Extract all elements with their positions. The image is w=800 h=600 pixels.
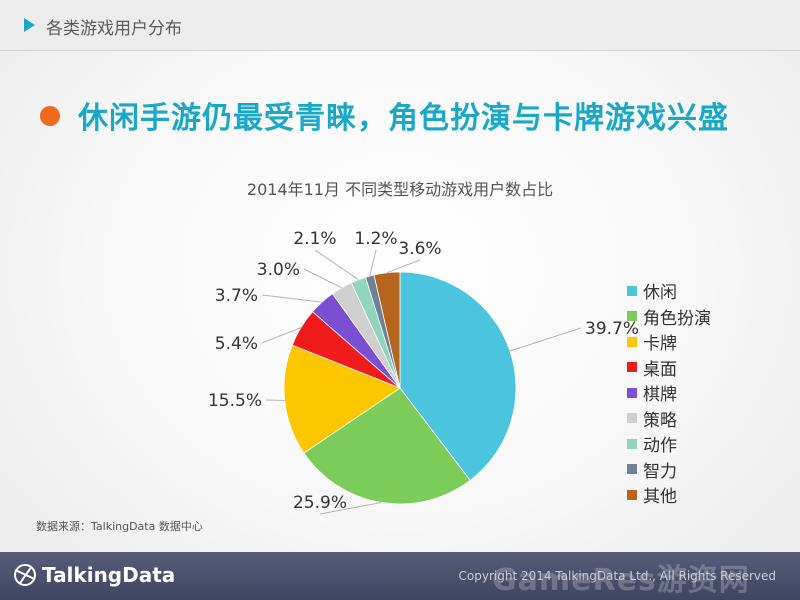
leader-line-5 <box>261 294 323 303</box>
legend-label: 智力 <box>643 461 677 482</box>
legend-item-7: 动作 <box>627 431 711 457</box>
leader-line-7 <box>314 249 359 281</box>
data-label-6: 3.0% <box>257 260 300 280</box>
legend-label: 其他 <box>643 487 677 508</box>
pie-slice-3 <box>283 344 401 454</box>
legend-item-3: 卡牌 <box>627 329 711 355</box>
footer-bar: TalkingData GameRes游资网 Copyright 2014 Ta… <box>0 552 800 600</box>
data-label-5: 3.7% <box>215 286 258 306</box>
pie-slice-1 <box>399 271 517 481</box>
data-label-1: 39.7% <box>585 319 639 339</box>
legend-swatch <box>627 387 637 398</box>
legend-swatch <box>627 362 637 373</box>
brand-logo-text: TalkingData <box>42 563 176 587</box>
legend-swatch <box>627 489 637 500</box>
legend-swatch <box>627 438 637 449</box>
headline: 休闲手游仍最受青睐，角色扮演与卡牌游戏兴盛 <box>40 93 729 137</box>
legend-label: 棋牌 <box>643 385 677 406</box>
section-title: 各类游戏用户分布 <box>46 19 182 39</box>
bullet-dot-icon <box>40 106 60 126</box>
legend-item-1: 休闲 <box>627 278 711 304</box>
legend-swatch <box>627 464 637 475</box>
data-label-8: 1.2% <box>354 229 397 249</box>
brand-logo: TalkingData <box>14 563 175 587</box>
legend-item-2: 角色扮演 <box>627 304 711 330</box>
legend-label: 动作 <box>643 436 677 457</box>
chart-legend: 休闲角色扮演卡牌桌面棋牌策略动作智力其他 <box>627 278 711 508</box>
legend-label: 桌面 <box>643 359 677 380</box>
chart-title: 2014年11月 不同类型移动游戏用户数占比 <box>246 180 554 199</box>
legend-item-6: 策略 <box>627 406 711 432</box>
headline-text: 休闲手游仍最受青睐，角色扮演与卡牌游戏兴盛 <box>78 101 729 136</box>
leader-line-8 <box>369 249 377 277</box>
legend-item-9: 其他 <box>627 482 711 508</box>
data-label-4: 5.4% <box>215 334 258 354</box>
copyright: Copyright 2014 TalkingData Ltd., All Rig… <box>458 569 776 583</box>
play-triangle-icon <box>24 18 35 32</box>
legend-label: 卡牌 <box>643 334 677 355</box>
legend-item-4: 桌面 <box>627 355 711 381</box>
leader-line-1 <box>509 327 582 352</box>
data-source: 数据来源：TalkingData 数据中心 <box>36 520 203 533</box>
legend-item-8: 智力 <box>627 457 711 483</box>
data-label-3: 15.5% <box>208 391 262 411</box>
data-label-7: 2.1% <box>293 229 336 249</box>
legend-label: 休闲 <box>643 283 677 304</box>
top-bar: 各类游戏用户分布 <box>0 0 800 51</box>
legend-swatch <box>627 311 637 322</box>
data-label-9: 3.6% <box>398 239 441 259</box>
legend-label: 策略 <box>643 410 677 431</box>
data-label-2: 25.9% <box>293 493 347 513</box>
leader-line-6 <box>303 268 342 289</box>
basketball-logo-icon <box>14 564 36 586</box>
leader-line-4 <box>261 327 302 344</box>
watermark: GameRes游资网 <box>492 563 750 598</box>
legend-swatch <box>627 285 637 296</box>
legend-swatch <box>627 413 637 424</box>
leader-line-2 <box>319 502 382 515</box>
legend-swatch <box>627 336 637 347</box>
leader-line-3 <box>265 399 285 401</box>
legend-label: 角色扮演 <box>643 308 711 329</box>
legend-item-5: 棋牌 <box>627 380 711 406</box>
leader-line-9 <box>386 259 421 274</box>
